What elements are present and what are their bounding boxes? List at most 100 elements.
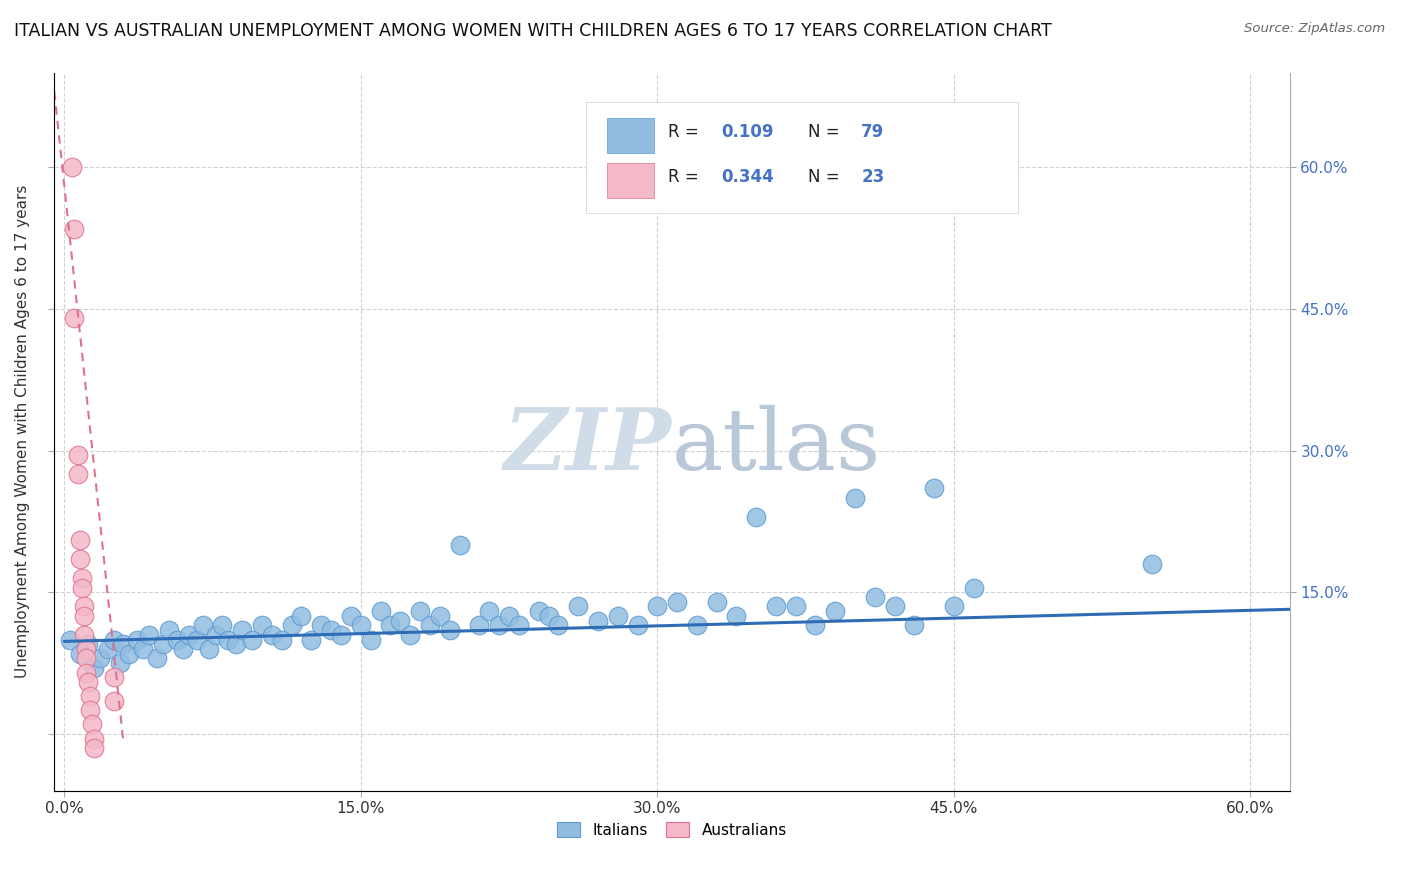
Point — [299, 632, 322, 647]
Point — [280, 618, 302, 632]
Point — [83, 731, 105, 746]
Point — [270, 632, 292, 647]
Point — [380, 618, 402, 632]
Point — [547, 618, 569, 632]
Point — [69, 647, 91, 661]
Point — [537, 608, 560, 623]
Point — [73, 628, 96, 642]
Point — [330, 628, 353, 642]
Point — [645, 599, 668, 614]
Point — [409, 604, 432, 618]
Point — [468, 618, 491, 632]
Point — [103, 694, 125, 708]
Point — [132, 642, 155, 657]
Text: 0.344: 0.344 — [721, 168, 775, 186]
Point — [360, 632, 382, 647]
Point — [399, 628, 422, 642]
Point — [903, 618, 925, 632]
Point — [75, 665, 97, 680]
Point — [350, 618, 373, 632]
Point — [127, 632, 149, 647]
Point — [217, 632, 239, 647]
Point — [103, 632, 125, 647]
Y-axis label: Unemployment Among Women with Children Ages 6 to 17 years: Unemployment Among Women with Children A… — [15, 186, 30, 679]
Point — [172, 642, 194, 657]
Text: N =: N = — [808, 168, 845, 186]
Point — [73, 608, 96, 623]
Point — [586, 614, 609, 628]
Point — [191, 618, 214, 632]
Point — [60, 161, 83, 175]
Point — [70, 581, 93, 595]
Point — [79, 703, 101, 717]
Point — [103, 670, 125, 684]
Point — [108, 656, 131, 670]
Text: Source: ZipAtlas.com: Source: ZipAtlas.com — [1244, 22, 1385, 36]
FancyBboxPatch shape — [606, 118, 654, 153]
Point — [666, 595, 689, 609]
Point — [626, 618, 648, 632]
Point — [231, 623, 253, 637]
Point — [89, 651, 111, 665]
Text: R =: R = — [668, 123, 704, 141]
Point — [290, 608, 312, 623]
Point — [260, 628, 283, 642]
Point — [785, 599, 807, 614]
Point — [567, 599, 589, 614]
FancyBboxPatch shape — [586, 102, 1018, 213]
Point — [725, 608, 748, 623]
Point — [63, 311, 86, 326]
Text: ZIP: ZIP — [505, 404, 672, 488]
Point — [138, 628, 160, 642]
FancyBboxPatch shape — [606, 163, 654, 198]
Point — [250, 618, 273, 632]
Point — [83, 661, 105, 675]
Point — [77, 675, 100, 690]
Point — [439, 623, 461, 637]
Point — [80, 717, 103, 731]
Text: 79: 79 — [860, 123, 884, 141]
Point — [429, 608, 451, 623]
Point — [63, 221, 86, 235]
Point — [197, 642, 219, 657]
Point — [606, 608, 628, 623]
Point — [66, 467, 89, 482]
Point — [527, 604, 550, 618]
Point — [883, 599, 905, 614]
Point — [863, 590, 886, 604]
Point — [166, 632, 188, 647]
Point — [942, 599, 965, 614]
Point — [706, 595, 728, 609]
Point — [69, 533, 91, 548]
Text: ITALIAN VS AUSTRALIAN UNEMPLOYMENT AMONG WOMEN WITH CHILDREN AGES 6 TO 17 YEARS : ITALIAN VS AUSTRALIAN UNEMPLOYMENT AMONG… — [14, 22, 1052, 40]
Point — [765, 599, 787, 614]
Point — [83, 741, 105, 756]
Point — [804, 618, 827, 632]
Point — [70, 571, 93, 585]
Point — [152, 637, 174, 651]
Point — [211, 618, 233, 632]
Point — [66, 449, 89, 463]
Legend: Italians, Australians: Italians, Australians — [551, 816, 793, 844]
Point — [75, 651, 97, 665]
Point — [844, 491, 866, 505]
Point — [73, 599, 96, 614]
Point — [186, 632, 208, 647]
Point — [59, 632, 82, 647]
Point — [309, 618, 332, 632]
Point — [488, 618, 510, 632]
Point — [146, 651, 169, 665]
Point — [340, 608, 363, 623]
Point — [449, 538, 471, 552]
Point — [75, 642, 97, 657]
Text: R =: R = — [668, 168, 704, 186]
Point — [240, 632, 263, 647]
Point — [118, 647, 141, 661]
Point — [319, 623, 342, 637]
Point — [389, 614, 412, 628]
Text: 0.109: 0.109 — [721, 123, 775, 141]
Point — [478, 604, 501, 618]
Point — [370, 604, 392, 618]
Point — [419, 618, 441, 632]
Text: N =: N = — [808, 123, 845, 141]
